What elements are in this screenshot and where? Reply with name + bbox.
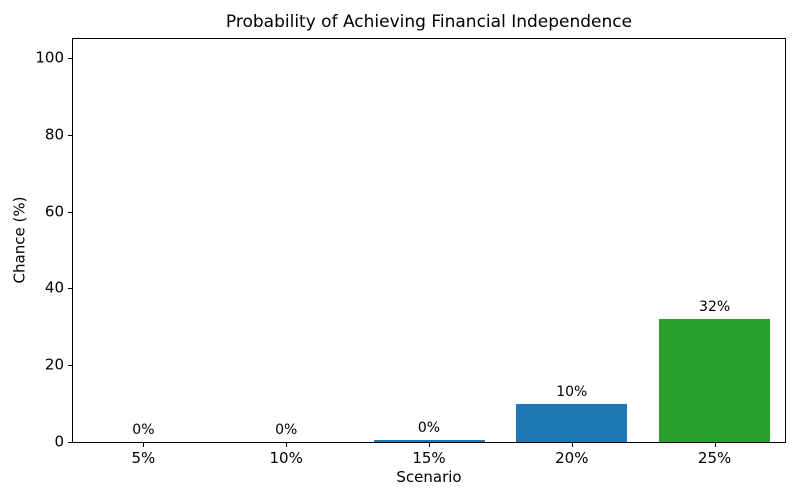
x-tick-label: 20%: [555, 449, 589, 467]
x-tick-mark: [714, 443, 716, 447]
y-tick-label: 40: [44, 278, 64, 297]
x-tick-mark: [429, 443, 430, 447]
x-axis-label: Scenario: [396, 468, 462, 486]
y-tick-label: 100: [35, 48, 64, 67]
bar-value-label: 0%: [417, 420, 441, 436]
y-tick-mark: [68, 211, 72, 213]
x-tick-label: 15%: [412, 449, 446, 467]
bar-15pct: [374, 440, 485, 442]
y-tick-label: 60: [44, 202, 64, 221]
x-tick-label: 25%: [697, 449, 732, 467]
bar-value-label: 0%: [275, 422, 298, 438]
x-tick-mark: [143, 443, 145, 447]
bar-value-label: 0%: [132, 422, 155, 438]
bar-value-label: 32%: [699, 299, 731, 315]
y-tick-mark: [68, 365, 72, 367]
y-tick-label: 80: [44, 125, 64, 144]
y-tick-label: 0: [54, 432, 64, 451]
chart-title: Probability of Achieving Financial Indep…: [225, 12, 633, 32]
x-tick-mark: [286, 443, 288, 447]
x-tick-label: 5%: [131, 449, 156, 467]
plot-area: 0% 0% 0% 10% 32%: [72, 38, 786, 443]
y-tick-label: 20: [44, 355, 64, 374]
y-axis-label: Chance (%): [10, 196, 29, 284]
y-tick-mark: [68, 442, 72, 443]
x-tick-mark: [571, 443, 573, 447]
bar-25pct: [659, 319, 770, 442]
y-tick-mark: [68, 58, 72, 60]
x-tick-label: 10%: [269, 449, 303, 467]
y-tick-mark: [68, 134, 72, 136]
y-tick-mark: [68, 288, 72, 290]
bar-value-label: 10%: [556, 384, 588, 400]
bar-20pct: [516, 404, 627, 442]
